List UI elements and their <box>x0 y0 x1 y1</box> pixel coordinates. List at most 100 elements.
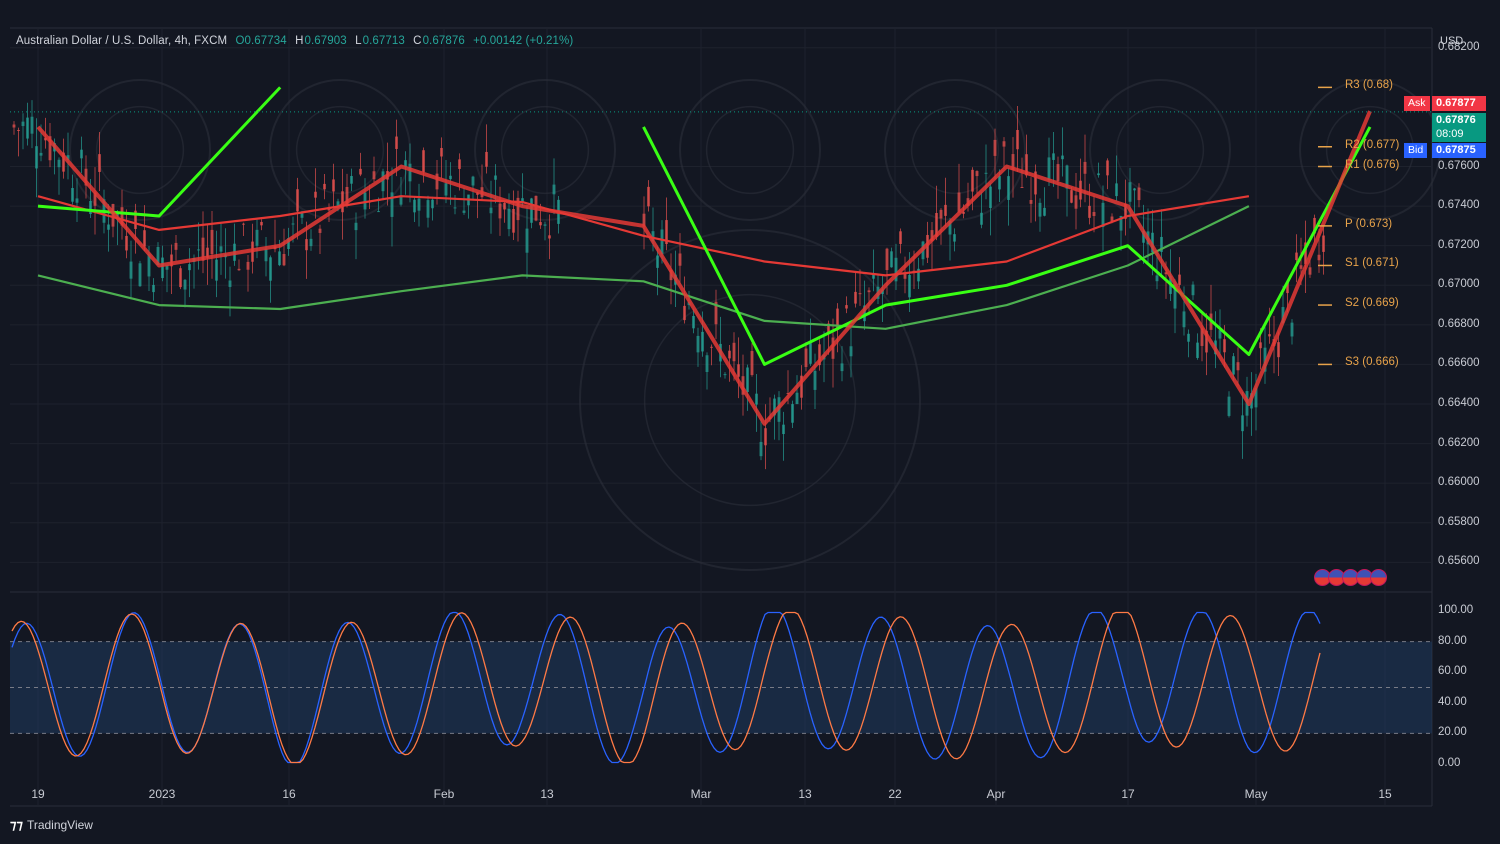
candle-body <box>188 264 191 271</box>
candle-body <box>453 207 457 209</box>
candle-body <box>156 246 160 265</box>
time-tick-label: 17 <box>1121 787 1135 801</box>
candle-body <box>980 212 983 225</box>
candle-body <box>422 150 425 173</box>
symbol-title: Australian Dollar / U.S. Dollar, 4h, FXC… <box>16 35 228 47</box>
candle-body <box>1133 188 1136 191</box>
candle-body <box>494 175 497 180</box>
candle-body <box>291 223 295 225</box>
candle-body <box>426 200 430 218</box>
watermark-seal <box>579 229 921 571</box>
bid-label: Bid <box>1404 143 1428 158</box>
high-key: H <box>295 35 304 47</box>
candle-body <box>1236 362 1240 371</box>
candle-body <box>1241 415 1244 432</box>
candle-body <box>1223 339 1226 353</box>
candle-body <box>683 305 686 321</box>
tradingview-icon: ⁊⁊ <box>10 817 23 832</box>
price-tick-label: 0.67600 <box>1438 159 1480 172</box>
candle-body <box>1191 284 1195 296</box>
candle-body <box>993 139 997 156</box>
candle-body <box>359 168 362 175</box>
candle-body <box>507 208 511 230</box>
candle-body <box>1187 333 1190 342</box>
price-tick-label: 0.66400 <box>1438 397 1480 409</box>
candle-body <box>471 176 475 186</box>
candle-body <box>665 220 668 245</box>
candle-body <box>1070 190 1073 203</box>
candle-body <box>179 268 182 288</box>
candle-body <box>314 191 317 198</box>
pivot-label: S2 (0.669) <box>1345 297 1399 310</box>
watermark-seal <box>643 293 857 507</box>
candle-body <box>498 203 502 219</box>
pivot-label: P (0.673) <box>1345 217 1393 230</box>
candle-body <box>678 253 682 266</box>
candle-body <box>323 183 326 190</box>
candle-body <box>1097 173 1100 176</box>
candle-body <box>183 279 187 290</box>
candle-body <box>413 199 416 213</box>
candle-body <box>728 350 731 359</box>
events-flag-icon[interactable] <box>1370 569 1387 586</box>
high-value: 0.67903 <box>304 35 347 47</box>
candle-body <box>116 212 119 216</box>
open-value: O0.67734 <box>235 35 287 47</box>
candle-body <box>404 160 407 167</box>
candle-body <box>809 343 812 364</box>
candle-body <box>1025 154 1028 176</box>
candle-body <box>350 176 353 184</box>
candle-body <box>395 136 398 149</box>
candle-body <box>1056 164 1060 182</box>
candle-body <box>1115 183 1118 197</box>
candle-body <box>341 191 344 213</box>
candle-body <box>732 342 736 362</box>
candle-body <box>840 363 844 372</box>
price-tick-label: 0.67000 <box>1438 278 1480 291</box>
oscillator-tick-label: 100.00 <box>1438 604 1474 616</box>
candle-body <box>651 231 655 242</box>
candle-body <box>44 137 47 141</box>
time-tick-label: 13 <box>540 787 554 801</box>
watermark-seal <box>295 105 385 195</box>
candle-body <box>1119 216 1123 231</box>
candle-body <box>30 116 34 134</box>
candle-body <box>1277 342 1280 358</box>
candle-body <box>138 263 142 287</box>
watermark-seal <box>95 105 185 195</box>
candle-body <box>867 290 871 293</box>
candle-body <box>197 249 200 251</box>
candle-body <box>755 393 758 405</box>
price-tick-label: 0.67200 <box>1438 238 1480 251</box>
pivot-label: S3 (0.666) <box>1345 356 1399 369</box>
candle-body <box>1218 330 1222 339</box>
candle-body <box>269 257 272 281</box>
candle-body <box>804 348 808 368</box>
symbol-legend[interactable]: Australian Dollar / U.S. Dollar, 4h, FXC… <box>16 35 578 47</box>
candle-body <box>696 335 700 353</box>
candle-body <box>93 192 97 206</box>
candle-body <box>503 203 506 210</box>
candle-body <box>210 229 214 255</box>
candle-body <box>1308 267 1312 275</box>
candle-body <box>98 154 101 172</box>
candle-body <box>746 367 749 392</box>
candle-body <box>1101 202 1105 227</box>
candle-body <box>930 230 934 242</box>
watermark-seal <box>69 79 211 221</box>
candle-body <box>1124 203 1127 219</box>
candle-body <box>174 242 178 250</box>
candle-body <box>390 192 394 217</box>
candle-body <box>48 136 52 161</box>
candle-body <box>786 392 790 394</box>
tradingview-logo[interactable]: ⁊⁊ TradingView <box>10 817 93 833</box>
candle-body <box>89 201 92 215</box>
candle-body <box>1137 187 1141 201</box>
bid-price-tag: 0.67875 <box>1432 143 1486 158</box>
ma-line <box>37 205 1250 330</box>
candle-body <box>377 211 380 213</box>
watermark-seal <box>474 79 616 221</box>
watermark-seal <box>679 79 821 221</box>
ma-line <box>36 110 1372 426</box>
